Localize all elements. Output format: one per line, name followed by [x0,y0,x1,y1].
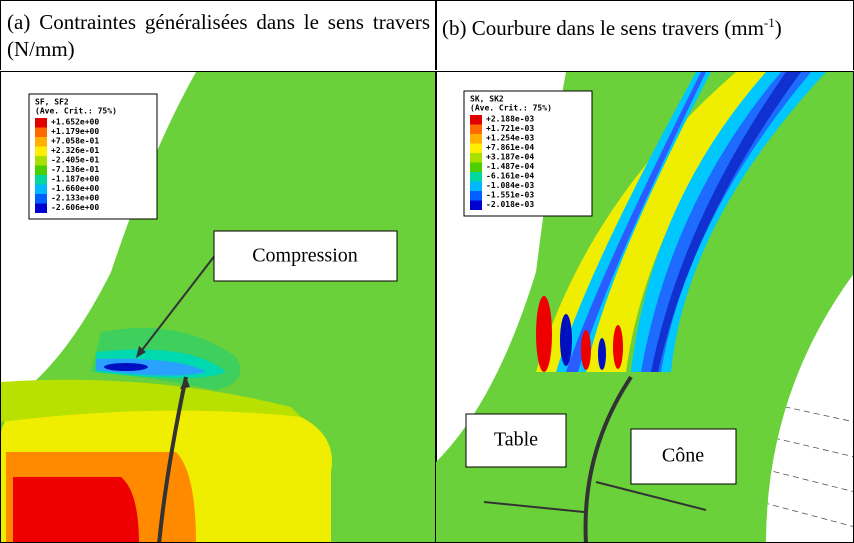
legend-label: -1.660e+00 [51,184,99,193]
callout-line [138,253,217,355]
legend-bg [28,93,158,220]
legend-subtitle: (Ave. Crit.: 75%) [35,106,117,116]
legend-swatch [35,203,47,213]
spot-red [536,296,552,372]
annotation: Table [494,429,538,451]
legend-label: +2.326e-01 [51,146,99,155]
path-arrow [157,376,188,542]
spot-blue [598,338,606,370]
legend-swatch [35,194,47,204]
legend-label: -1.187e+00 [51,175,99,184]
legend-swatch [470,143,482,153]
legend-label: -1.487e-04 [486,162,534,171]
legend-swatch [35,146,47,156]
legend-swatch [470,172,482,182]
legend-label: -6.161e-04 [486,172,534,181]
legend-swatch [470,200,482,210]
legend-label: +1.254e-03 [486,134,534,143]
legend-swatch [35,118,47,128]
legend-label: -1.551e-03 [486,191,534,200]
annotation-box [465,413,567,468]
contour-blue [96,358,206,376]
legend-label: -2.405e-01 [51,156,99,165]
path-arrow [583,375,633,542]
caption-text: (b) Courbure dans le sens travers (mm [442,16,764,40]
caption-a: (a) Contraintes généralisées dans le sen… [0,0,437,70]
dimension-arrows [483,481,707,513]
legend-swatch [35,184,47,194]
legend-label: +1.721e-03 [486,124,534,133]
contour-light [1,379,301,422]
legend-swatch [35,175,47,185]
legend-title: SF, SF2 [35,98,69,107]
spot-red [613,325,623,369]
legend-label: -2.133e+00 [51,194,99,203]
legend-swatch [35,165,47,175]
panel-a: Compression SF, SF2(Ave. Crit.: 75%) +1.6… [0,71,437,543]
legend-label: -7.136e-01 [51,165,99,174]
legend-subtitle: (Ave. Crit.: 75%) [470,103,552,113]
legend-swatch [35,137,47,147]
legend-swatch [35,127,47,137]
legend-label: +7.861e-04 [486,143,534,152]
annotation: Compression [252,245,358,267]
legend-swatch [470,162,482,172]
caption-sup: -1 [763,15,775,30]
legend-bg [463,90,593,217]
legend-swatch [470,134,482,144]
annotation-box [213,230,398,282]
legend: SF, SF2(Ave. Crit.: 75%) +1.652e+00+1.179… [28,93,158,220]
stripe-blue2 [566,72,706,372]
legend-title: SK, SK2 [470,95,504,104]
legend-swatch [470,181,482,191]
legend-swatch [470,115,482,125]
annotation: Cône [662,445,704,467]
legend-swatch [35,156,47,166]
caption-end: ) [774,16,782,40]
legend-label: -2.018e-03 [486,200,534,209]
legend-swatch [470,124,482,134]
legend-label: +3.187e-04 [486,153,534,162]
contour-dark [104,363,148,371]
legend-label: +2.188e-03 [486,115,534,124]
legend-swatch [470,191,482,201]
legend: SK, SK2(Ave. Crit.: 75%) +2.188e-03+1.721… [463,90,593,217]
spot-red [581,330,591,370]
arrow-head [180,377,190,389]
legend-label: +1.652e+00 [51,118,99,127]
callout-head [136,346,146,358]
legend-label: +1.179e+00 [51,127,99,136]
panel-b: Table Cône SK, SK2(Ave. Crit.: 75%) +2.18… [435,71,854,543]
annotation-box [630,428,737,485]
legend-label: +7.058e-01 [51,137,99,146]
spot-blue [560,314,572,366]
legend-label: -2.606e+00 [51,203,99,212]
legend-swatch [470,153,482,163]
legend-label: -1.084e-03 [486,181,534,190]
contour-red [13,477,139,542]
caption-b: (b) Courbure dans le sens travers (mm-1) [435,0,854,70]
